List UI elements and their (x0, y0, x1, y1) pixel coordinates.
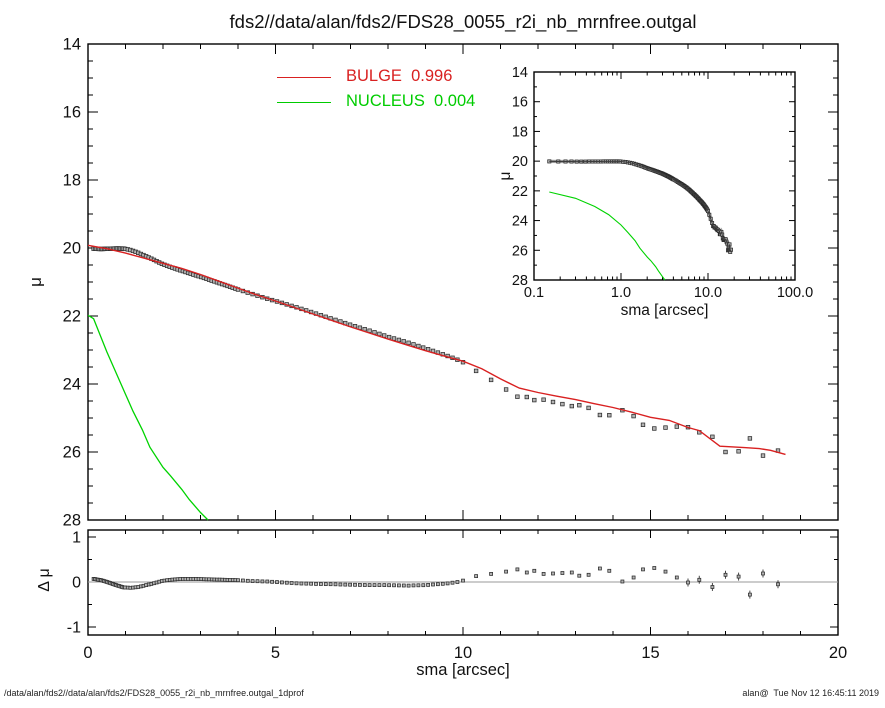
svg-text:20: 20 (63, 240, 81, 258)
inset-y-tick-labels: 14 16 18 20 22 24 26 28 (512, 65, 528, 289)
svg-text:24: 24 (63, 376, 81, 394)
main-y-tick-labels: 14 16 18 20 22 24 26 28 (63, 36, 81, 530)
svg-text:16: 16 (63, 104, 81, 122)
svg-text:1.0: 1.0 (611, 285, 631, 301)
svg-text:15: 15 (641, 644, 659, 662)
svg-text:0.1: 0.1 (524, 285, 544, 301)
svg-text:10: 10 (454, 644, 472, 662)
main-y-axis-label: μ (26, 277, 45, 287)
svg-text:14: 14 (512, 65, 528, 81)
footer-user-timestamp: alan@ Tue Nov 12 16:45:11 2019 (742, 688, 879, 698)
svg-text:100.0: 100.0 (777, 285, 813, 301)
bulge-model-curve (88, 244, 786, 456)
svg-text:20: 20 (512, 154, 528, 170)
legend-bulge-label: BULGE 0.996 (346, 67, 453, 85)
svg-text:18: 18 (512, 124, 528, 140)
residual-data-points (91, 566, 780, 599)
svg-text:16: 16 (512, 95, 528, 111)
svg-text:28: 28 (512, 273, 528, 289)
inset-data-series (547, 159, 733, 254)
residual-y-tick-labels: 1 0 -1 (67, 530, 81, 637)
main-x-tick-labels: 0 5 10 15 20 (83, 644, 847, 662)
inset-x-tick-labels: 0.1 1.0 10.0 100.0 (524, 285, 813, 301)
svg-text:22: 22 (63, 308, 81, 326)
legend-bulge-line (277, 77, 331, 78)
legend-nucleus-label: NUCLEUS 0.004 (346, 92, 476, 110)
svg-text:20: 20 (829, 644, 847, 662)
inset-y-axis-label: μ (497, 171, 514, 181)
surface-brightness-data-points (91, 246, 781, 458)
main-plot-axes (87, 43, 839, 521)
footer-file-path: /data/alan/fds2//data/alan/fds2/FDS28_00… (4, 688, 304, 698)
svg-text:0: 0 (83, 644, 92, 662)
svg-text:14: 14 (63, 36, 81, 54)
svg-text:22: 22 (512, 184, 528, 200)
svg-text:-1: -1 (67, 620, 81, 637)
main-x-axis-label: sma [arcsec] (416, 661, 510, 679)
nucleus-curve (88, 314, 209, 521)
svg-text:0: 0 (72, 575, 81, 592)
svg-text:5: 5 (271, 644, 280, 662)
svg-text:24: 24 (512, 214, 528, 230)
legend-nucleus-line (277, 102, 331, 103)
svg-text:18: 18 (63, 172, 81, 190)
svg-text:26: 26 (512, 243, 528, 259)
inset-x-axis-label: sma [arcsec] (620, 302, 709, 319)
svg-text:28: 28 (63, 512, 81, 530)
svg-text:26: 26 (63, 444, 81, 462)
inset-nucleus-curve (549, 191, 666, 281)
plot-title: fds2//data/alan/fds2/FDS28_0055_r2i_nb_m… (229, 11, 697, 32)
residual-y-axis-label: Δ μ (36, 568, 53, 592)
svg-text:1: 1 (72, 530, 81, 547)
svg-text:10.0: 10.0 (694, 285, 722, 301)
